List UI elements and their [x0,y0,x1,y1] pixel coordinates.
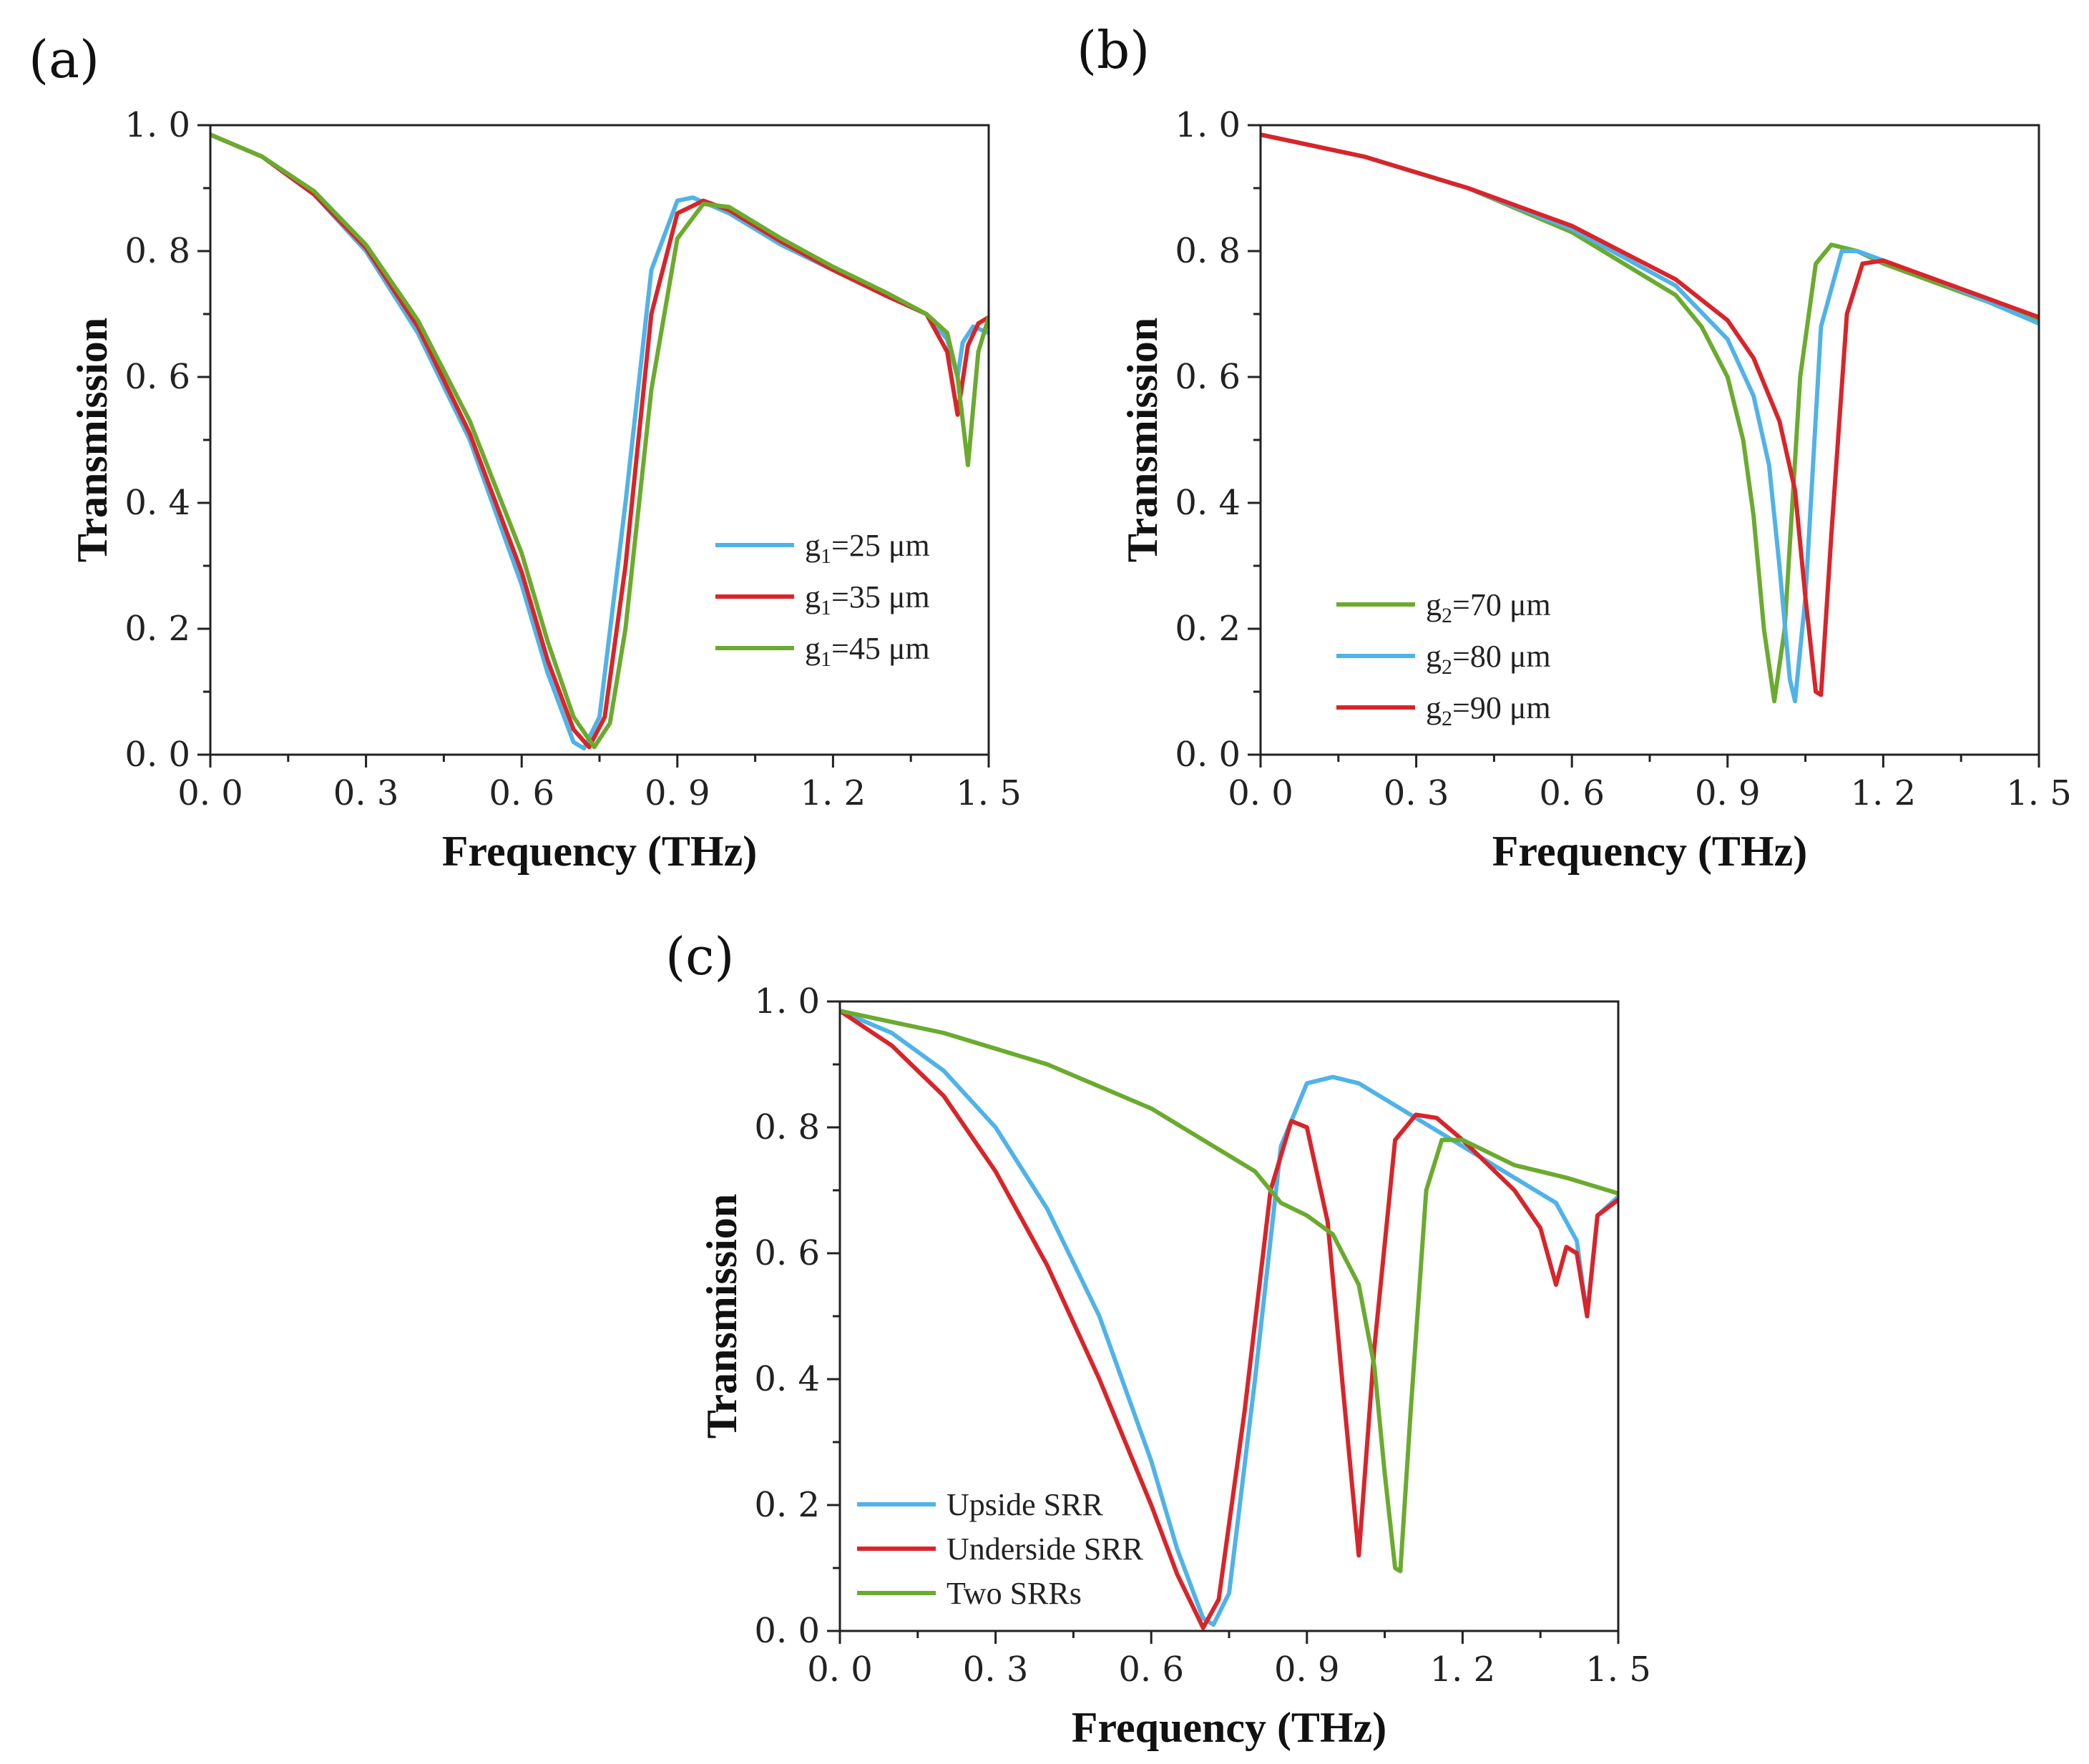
x-tick-label: 0. 3 [333,773,399,813]
legend-label-0: g2=70 μm [1426,587,1551,627]
x-tick-label: 1. 5 [2006,773,2072,813]
x-tick-label: 0. 0 [1228,773,1293,813]
x-tick-label: 0. 6 [1118,1650,1184,1690]
x-tick-label: 0. 9 [1695,773,1761,813]
series-line-1 [840,1009,1618,1630]
series-line-1 [210,132,989,750]
y-tick-label: 0. 8 [124,231,190,271]
y-tick-label: 0. 0 [1175,735,1241,775]
y-tick-label: 1. 0 [124,105,190,145]
panel-label: (c) [665,926,735,986]
y-tick-label: 0. 4 [754,1359,820,1399]
y-tick-label: 1. 0 [754,981,820,1021]
chart-panel-0: (a) 0. 0 0. 3 0. 6 0. 9 1. 2 1. 5 0. 0 0. 2 0. 4 0… [29,29,1022,875]
chart-panel-1: (b) 0. 0 0. 3 0. 6 0. 9 1. 2 1. 5 0. 0 0. 2 0. 4 0… [1077,20,2072,875]
y-tick-label: 0. 8 [1175,231,1241,271]
series-line-1 [1261,132,2039,704]
legend-label-1: g1=35 μm [805,579,930,619]
y-tick-label: 0. 2 [1175,609,1241,649]
panel-label: (b) [1077,20,1150,80]
legend-label-1: Underside SRR [946,1532,1144,1567]
y-tick-label: 0. 8 [754,1107,820,1147]
series-line-0 [1261,132,2039,704]
x-axis-title: Frequency (THz) [1072,1704,1386,1751]
y-axis-title: Transmission [1119,318,1166,562]
legend-label-2: Two SRRs [946,1576,1082,1611]
legend-label-0: Upside SRR [946,1487,1103,1522]
series-line-2 [840,1009,1618,1574]
y-tick-label: 0. 2 [754,1485,820,1525]
x-tick-label: 1. 2 [1430,1650,1496,1690]
x-axis-title: Frequency (THz) [442,828,757,875]
legend-label-0: g1=25 μm [805,528,930,568]
y-tick-label: 0. 6 [1175,357,1241,397]
y-tick-label: 0. 4 [124,483,190,523]
x-tick-label: 1. 2 [1851,773,1917,813]
series-line-2 [210,132,989,750]
x-tick-label: 0. 6 [1539,773,1605,813]
x-tick-label: 0. 3 [963,1650,1029,1690]
legend-label-2: g1=45 μm [805,631,930,671]
x-tick-label: 1. 5 [1585,1650,1651,1690]
x-tick-label: 0. 0 [807,1650,873,1690]
panel-label: (a) [29,29,99,89]
y-axis-title: Transmission [69,318,116,562]
x-tick-label: 1. 2 [801,773,866,813]
y-axis-title: Transmission [698,1194,745,1439]
legend-label-2: g2=90 μm [1426,690,1551,730]
y-tick-label: 1. 0 [1175,105,1241,145]
x-tick-label: 0. 6 [489,773,554,813]
x-tick-label: 0. 9 [1274,1650,1340,1690]
series-line-0 [840,1009,1618,1627]
y-tick-label: 0. 6 [754,1233,820,1273]
y-tick-label: 0. 2 [124,609,190,649]
y-tick-label: 0. 6 [124,357,190,397]
x-tick-label: 0. 3 [1384,773,1449,813]
x-axis-title: Frequency (THz) [1492,828,1807,875]
y-tick-label: 0. 4 [1175,483,1241,523]
x-tick-label: 0. 9 [645,773,710,813]
y-tick-label: 0. 0 [124,735,190,775]
chart-panel-2: (c) 0. 0 0. 3 0. 6 0. 9 1. 2 1. 5 0. 0 0. 2 0. 4 0… [665,926,1651,1751]
series-line-2 [1261,132,2039,697]
y-tick-label: 0. 0 [754,1611,820,1651]
legend-label-1: g2=80 μm [1426,639,1551,679]
plot-frame [1259,124,2040,756]
x-tick-label: 0. 0 [177,773,243,813]
x-tick-label: 1. 5 [956,773,1022,813]
